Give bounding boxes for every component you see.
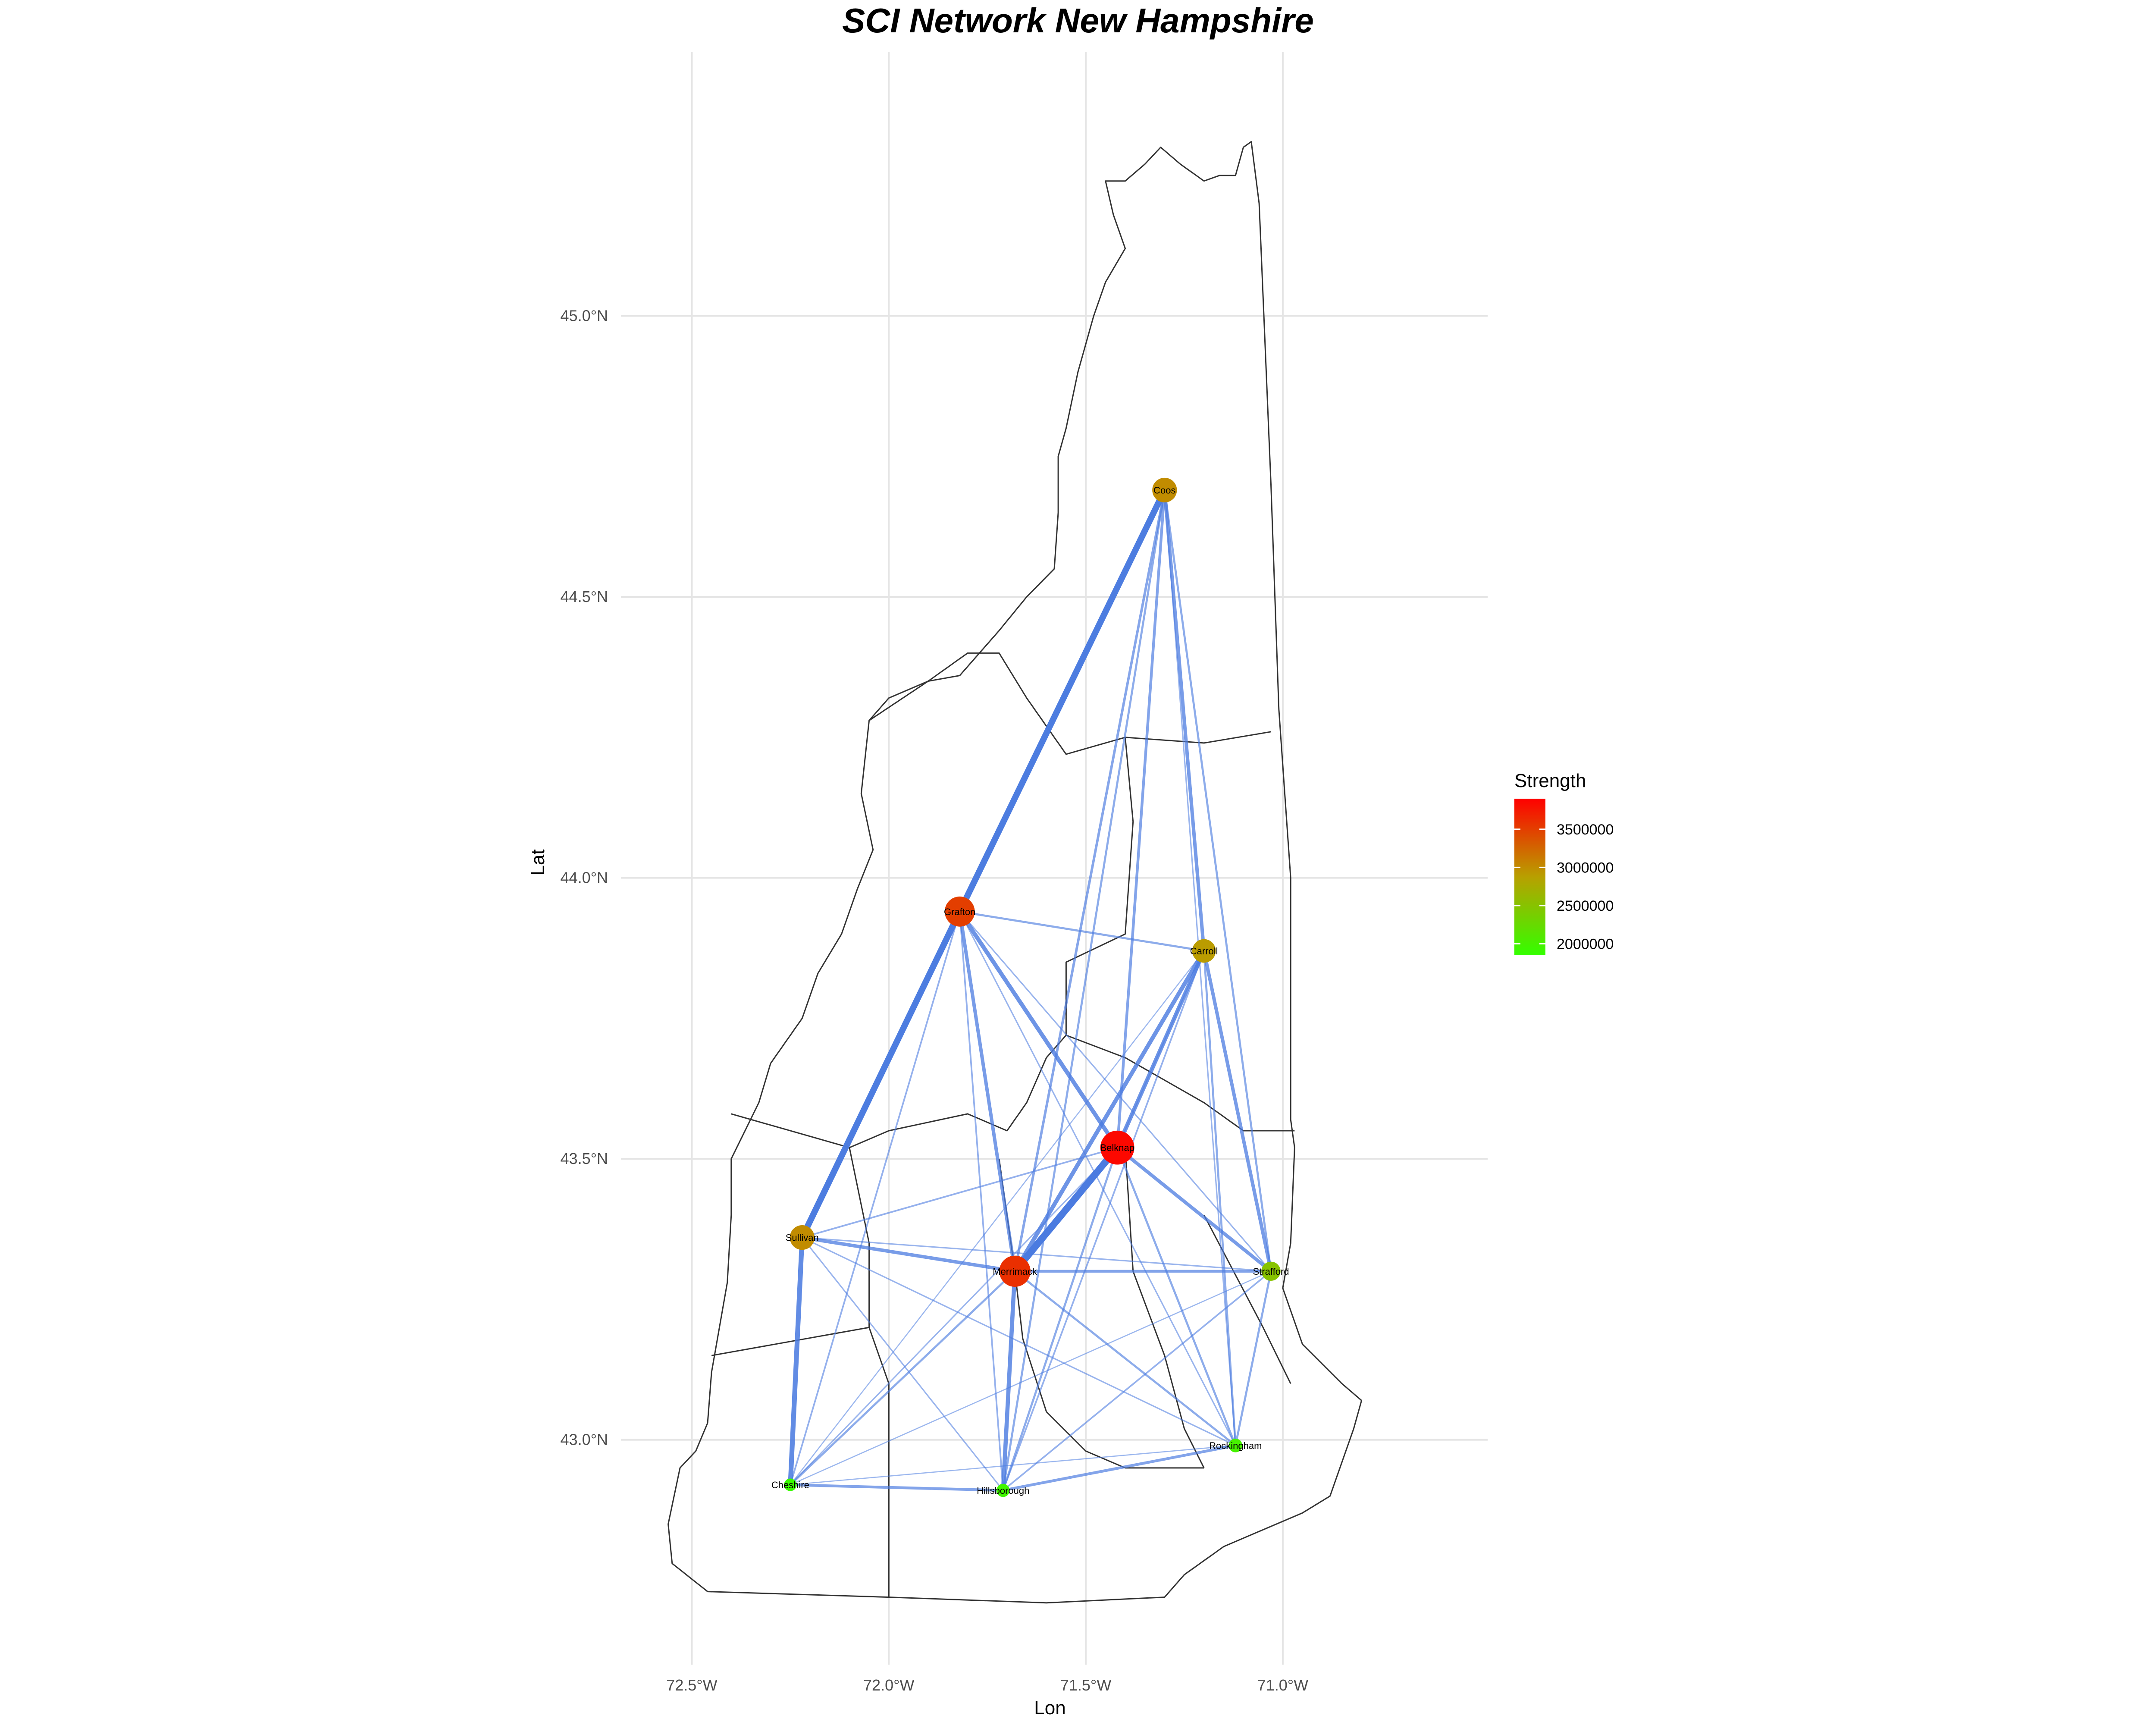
county-boundary: [1125, 731, 1271, 744]
node-coos: [1152, 477, 1177, 503]
y-axis-label: Lat: [527, 849, 548, 875]
node-belknap: [1100, 1130, 1134, 1165]
x-tick-label: 71.5°W: [1060, 1676, 1111, 1694]
edge-grafton-cheshire: [789, 910, 961, 1486]
edge-rockingham-belknap: [1116, 1146, 1237, 1447]
node-label-cheshire: Cheshire: [771, 1480, 809, 1490]
county-boundary: [731, 1035, 1067, 1148]
legend-colorbar: [1514, 799, 1545, 955]
edge-coos-strafford: [1163, 489, 1272, 1273]
node-label-coos: Coos: [1153, 485, 1175, 496]
edge-sullivan-strafford: [801, 1237, 1272, 1272]
node-label-rockingham: Rockingham: [1209, 1440, 1262, 1451]
y-tick-label: 43.5°N: [561, 1150, 608, 1167]
edge-sullivan-merrimack: [800, 1236, 1017, 1273]
node-cheshire: [784, 1478, 797, 1491]
edge-belknap-strafford: [1116, 1146, 1273, 1273]
edge-rockingham-carroll: [1203, 950, 1237, 1447]
legend-title: Strength: [1514, 770, 1586, 791]
node-label-carroll: Carroll: [1190, 946, 1218, 957]
edge-cheshire-carroll: [790, 950, 1205, 1486]
node-strafford: [1261, 1261, 1281, 1281]
network-edges: [788, 487, 1273, 1493]
node-label-hillsborough: Hillsborough: [977, 1485, 1029, 1496]
county-boundary: [868, 652, 1125, 755]
county-boundary: [711, 1147, 870, 1356]
node-labels: Coos Grafton Carroll Belknap Sullivan Merrima…: [771, 485, 1289, 1496]
node-sullivan: [790, 1225, 815, 1250]
edge-sullivan-rockingham: [801, 1237, 1236, 1446]
county-boundary: [1125, 1148, 1205, 1468]
legend-tick-label: 2000000: [1557, 936, 1614, 952]
node-label-sullivan: Sullivan: [786, 1233, 819, 1243]
edge-belknap-carroll: [1116, 950, 1205, 1148]
edge-hillsborough-carroll: [1002, 950, 1205, 1491]
edge-grafton-strafford: [959, 911, 1272, 1272]
edge-merrimack-cheshire: [789, 1270, 1016, 1486]
edge-merrimack-rockingham: [1014, 1270, 1237, 1447]
edge-sullivan-belknap: [801, 1147, 1119, 1239]
edge-coos-rockingham: [1164, 489, 1236, 1446]
county-boundary: [1065, 1035, 1295, 1132]
edge-grafton-merrimack: [958, 910, 1017, 1273]
edge-merrimack-hillsborough: [1001, 1269, 1017, 1493]
y-tick-label: 43.0°N: [561, 1431, 608, 1449]
legend-ticks: 2000000 2500000 3000000 3500000: [1514, 822, 1614, 952]
edge-hillsborough-rockingham: [1002, 1444, 1237, 1492]
legend-tick-label: 3500000: [1557, 822, 1614, 838]
edge-cheshire-belknap: [790, 1147, 1118, 1486]
node-hillsborough: [996, 1484, 1010, 1497]
edge-grafton-carroll: [959, 910, 1205, 952]
legend: Strength 2000000 2500000 3000000 3500000: [1514, 770, 1614, 955]
node-label-strafford: Strafford: [1253, 1266, 1289, 1277]
x-axis-label: Lon: [1034, 1697, 1065, 1719]
x-tick-label: 72.0°W: [863, 1676, 914, 1694]
edge-coos-hillsborough: [1002, 489, 1166, 1492]
edge-coos-belknap: [1116, 489, 1166, 1149]
legend-tick-label: 2500000: [1557, 898, 1614, 914]
edge-sullivan-hillsborough: [801, 1237, 1004, 1491]
chart-title: SCI Network New Hampshire: [842, 1, 1314, 40]
state-outline: [667, 141, 1363, 1604]
node-rockingham: [1228, 1438, 1243, 1452]
edge-coos-merrimack: [1013, 489, 1166, 1273]
edge-coos-carroll: [1163, 488, 1206, 953]
y-tick-label: 44.0°N: [561, 869, 608, 887]
edge-grafton-rockingham: [959, 911, 1236, 1446]
edge-sullivan-cheshire: [788, 1235, 805, 1487]
node-label-belknap: Belknap: [1100, 1142, 1134, 1153]
node-merrimack: [999, 1255, 1031, 1287]
edge-cheshire-strafford: [790, 1270, 1272, 1486]
grid-lines: [621, 52, 1488, 1665]
node-grafton: [944, 896, 975, 927]
network-nodes: [784, 477, 1281, 1497]
state-boundary: [667, 141, 1363, 1604]
x-tick-label: 71.0°W: [1257, 1676, 1308, 1694]
node-label-merrimack: Merrimack: [993, 1266, 1037, 1277]
x-tick-label: 72.5°W: [666, 1676, 717, 1694]
edge-rockingham-strafford: [1234, 1270, 1272, 1447]
edge-cheshire-hillsborough: [789, 1483, 1005, 1492]
edge-belknap-merrimack: [1011, 1144, 1121, 1275]
edge-grafton-belknap: [957, 909, 1119, 1150]
edge-hillsborough-belknap: [1002, 1146, 1119, 1492]
node-carroll: [1192, 939, 1216, 963]
axis-ticks: 72.5°W 72.0°W 71.5°W 71.0°W 43.0°N 43.5°N 44.0…: [561, 307, 1309, 1694]
edge-carroll-strafford: [1202, 949, 1273, 1273]
legend-tick-label: 3000000: [1557, 859, 1614, 876]
node-label-grafton: Grafton: [944, 906, 975, 917]
county-boundary: [1065, 737, 1134, 1035]
edge-coos-sullivan: [801, 489, 1166, 1239]
y-tick-label: 45.0°N: [561, 307, 608, 324]
y-tick-label: 44.5°N: [561, 588, 608, 605]
